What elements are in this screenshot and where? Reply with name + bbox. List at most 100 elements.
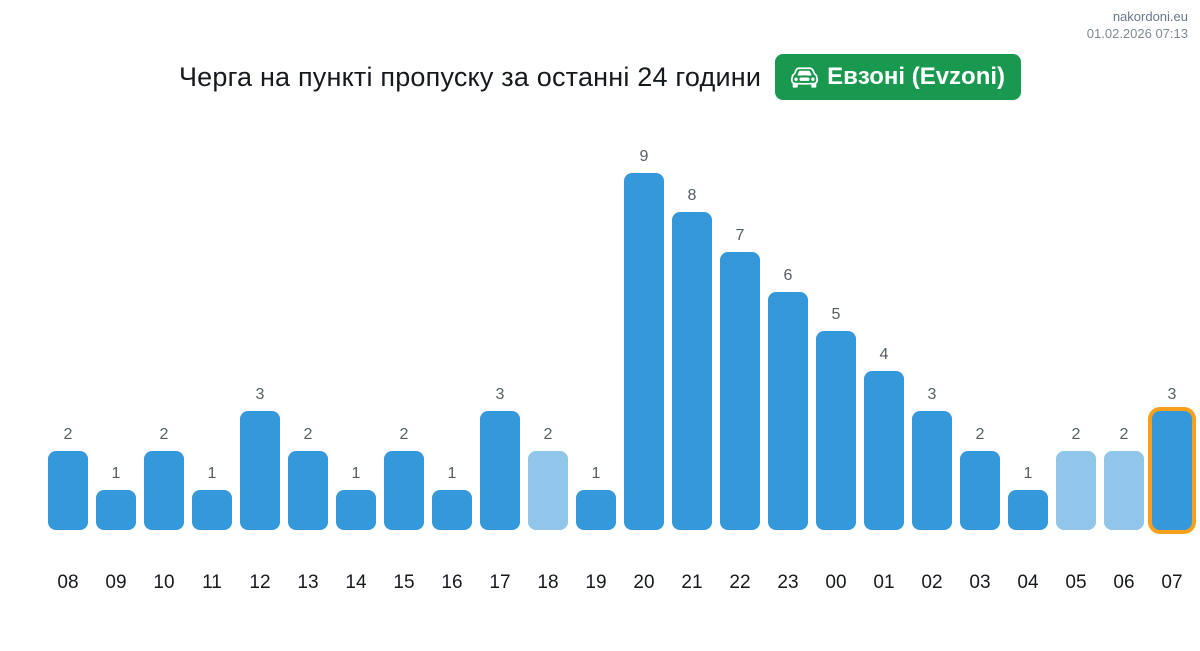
chart-column: 8 [672, 186, 712, 530]
value-label: 4 [879, 346, 889, 363]
car-front-icon [791, 64, 819, 91]
value-label: 7 [735, 227, 745, 244]
value-label: 1 [207, 465, 217, 482]
value-label: 2 [159, 426, 169, 443]
axis-label-20: 20 [633, 572, 655, 593]
chart-column: 5 [816, 305, 856, 530]
bar-23[interactable] [768, 292, 808, 530]
axis-label-12: 12 [249, 572, 271, 593]
value-label: 2 [63, 426, 73, 443]
chart-column: 3 [912, 385, 952, 530]
chart-column: 2 [288, 425, 328, 530]
value-label: 3 [255, 386, 265, 403]
value-label: 3 [1167, 386, 1177, 403]
axis-label-07: 07 [1161, 572, 1183, 593]
bar-01[interactable] [864, 371, 904, 530]
chart-column: 9 [624, 147, 664, 530]
bar-16[interactable] [432, 490, 472, 530]
axis-label-18: 18 [537, 572, 559, 593]
axis-label-21: 21 [681, 572, 703, 593]
bar-21[interactable] [672, 212, 712, 530]
chart-column: 2 [144, 425, 184, 530]
bar-13[interactable] [288, 451, 328, 530]
value-label: 1 [111, 465, 121, 482]
value-label: 5 [831, 306, 841, 323]
axis-label-19: 19 [585, 572, 607, 593]
bar-22[interactable] [720, 252, 760, 530]
bar-18[interactable] [528, 451, 568, 530]
bar-10[interactable] [144, 451, 184, 530]
chart-column: 4 [864, 345, 904, 530]
value-label: 2 [303, 426, 313, 443]
value-label: 1 [351, 465, 361, 482]
checkpoint-badge-label: Евзоні (Evzoni) [827, 63, 1006, 90]
value-label: 8 [687, 187, 697, 204]
value-label: 1 [447, 465, 457, 482]
chart-column: 3 [480, 385, 520, 530]
axis-label-00: 00 [825, 572, 847, 593]
axis-label-15: 15 [393, 572, 415, 593]
bar-14[interactable] [336, 490, 376, 530]
bar-19[interactable] [576, 490, 616, 530]
value-label: 1 [591, 465, 601, 482]
value-label: 1 [1023, 465, 1033, 482]
chart-column: 1 [1008, 464, 1048, 530]
value-label: 2 [543, 426, 553, 443]
value-label: 2 [1119, 426, 1129, 443]
chart-column: 2 [960, 425, 1000, 530]
checkpoint-badge[interactable]: Евзоні (Evzoni) [775, 54, 1022, 100]
chart-column: 6 [768, 266, 808, 530]
chart-column: 3 [1152, 385, 1192, 530]
bar-02[interactable] [912, 411, 952, 530]
bars-row: 2 1 2 1 3 2 1 2 1 3 2 1 9 8 7 6 5 4 3 2 1 2 2 3 [48, 135, 1192, 530]
timestamp: 01.02.2026 07:13 [1086, 26, 1188, 41]
bar-12[interactable] [240, 411, 280, 530]
site-header: nakordoni.eu 01.02.2026 07:13 [1087, 8, 1188, 42]
chart-column: 2 [1104, 425, 1144, 530]
axis-label-16: 16 [441, 572, 463, 593]
axis-label-22: 22 [729, 572, 751, 593]
chart-column: 2 [1056, 425, 1096, 530]
axis-label-03: 03 [969, 572, 991, 593]
site-link[interactable]: nakordoni.eu [1112, 9, 1188, 24]
axis-label-06: 06 [1113, 572, 1135, 593]
axis-label-08: 08 [57, 572, 79, 593]
chart-column: 7 [720, 226, 760, 530]
bar-04[interactable] [1008, 490, 1048, 530]
value-label: 2 [1071, 426, 1081, 443]
axis-label-17: 17 [489, 572, 511, 593]
bar-15[interactable] [384, 451, 424, 530]
axis-label-11: 11 [202, 572, 222, 593]
chart-column: 3 [240, 385, 280, 530]
bar-07[interactable] [1152, 411, 1192, 530]
bar-17[interactable] [480, 411, 520, 530]
bar-11[interactable] [192, 490, 232, 530]
value-label: 6 [783, 267, 793, 284]
title-row: Черга на пункті пропуску за останні 24 г… [0, 54, 1200, 100]
bar-06[interactable] [1104, 451, 1144, 530]
bar-09[interactable] [96, 490, 136, 530]
axis-label-05: 05 [1065, 572, 1087, 593]
axis-label-04: 04 [1017, 572, 1039, 593]
value-label: 3 [927, 386, 937, 403]
bar-20[interactable] [624, 173, 664, 530]
axis-label-09: 09 [105, 572, 127, 593]
bar-05[interactable] [1056, 451, 1096, 530]
chart-column: 2 [384, 425, 424, 530]
chart-column: 1 [336, 464, 376, 530]
value-label: 3 [495, 386, 505, 403]
axis-label-01: 01 [873, 572, 895, 593]
axis-label-14: 14 [345, 572, 367, 593]
chart-column: 1 [96, 464, 136, 530]
chart-column: 2 [48, 425, 88, 530]
chart-column: 1 [192, 464, 232, 530]
bar-03[interactable] [960, 451, 1000, 530]
bar-08[interactable] [48, 451, 88, 530]
bar-00[interactable] [816, 331, 856, 530]
axis-label-23: 23 [777, 572, 799, 593]
value-label: 2 [399, 426, 409, 443]
page-title: Черга на пункті пропуску за останні 24 г… [178, 61, 762, 92]
category-labels-row: 08 09 10 11 12 13 14 15 16 17 18 19 20 21 22 23 00 01 02 03… [48, 572, 1192, 594]
axis-label-10: 10 [153, 572, 175, 593]
